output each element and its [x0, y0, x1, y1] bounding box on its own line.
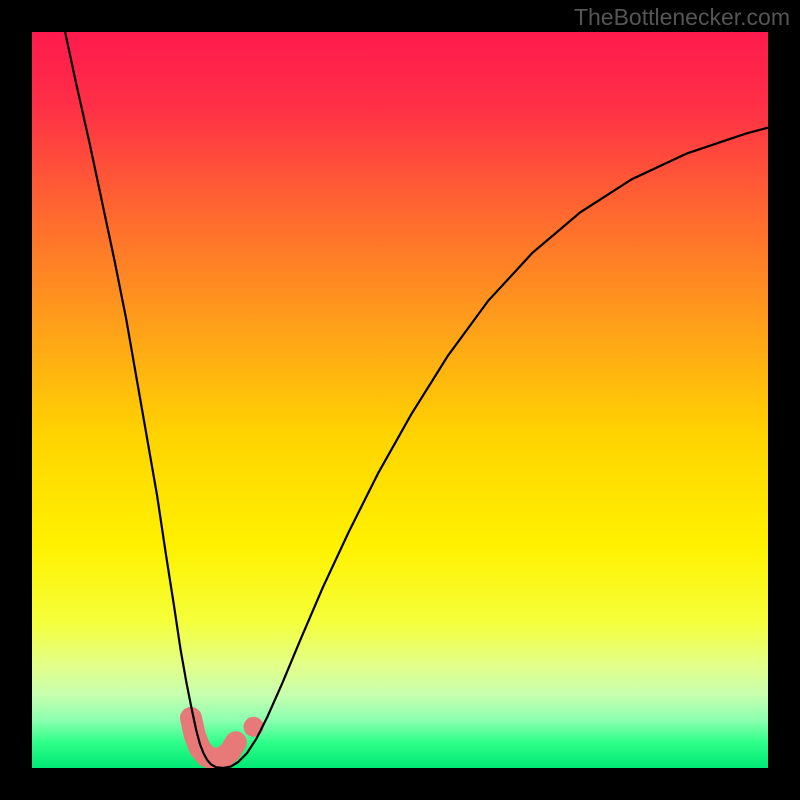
- bottleneck-chart: [32, 32, 768, 768]
- gradient-background: [32, 32, 768, 768]
- watermark-text: TheBottlenecker.com: [574, 4, 790, 31]
- plot-area: [32, 32, 768, 768]
- dot-highlight: [244, 717, 264, 737]
